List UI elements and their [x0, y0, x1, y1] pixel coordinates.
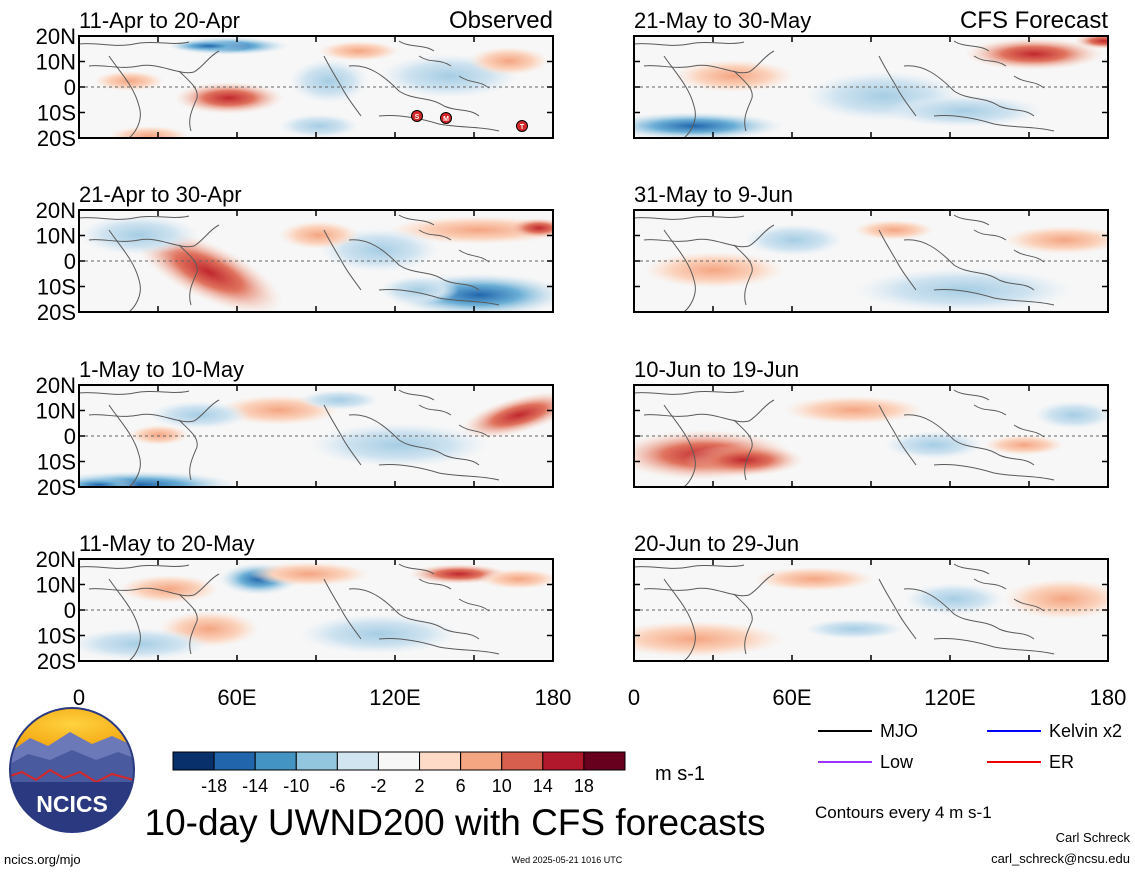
longitude-tick-label: 0	[73, 685, 85, 710]
panel-title: 10-Jun to 19-Jun	[634, 357, 799, 382]
author-email: carl_schreck@ncsu.edu	[991, 851, 1130, 866]
map-panel: 31-May to 9-Jun	[633, 182, 1109, 313]
colorbar-tick-label: 14	[533, 776, 553, 796]
legend-label: ER	[1049, 752, 1074, 772]
longitude-tick-label: 120E	[369, 685, 420, 710]
colorbar-tick-label: -14	[242, 776, 268, 796]
map-panel: 10-Jun to 19-Jun	[633, 357, 1109, 488]
latitude-tick-label: 0	[64, 249, 76, 274]
colorbar-swatch	[172, 751, 215, 771]
timestamp: Wed 2025-05-21 1016 UTC	[512, 855, 623, 865]
colorbar-swatch	[460, 751, 503, 771]
colorbar-tick-label: 2	[415, 776, 425, 796]
colorbar-tick-label: 10	[492, 776, 512, 796]
panel-title: 11-Apr to 20-Apr	[79, 8, 240, 33]
logo-text: NCICS	[36, 791, 108, 817]
colorbar-tick-label: -18	[201, 776, 227, 796]
latitude-tick-label: 20N	[36, 373, 76, 398]
colorbar-tick-label: 18	[574, 776, 594, 796]
longitude-tick-label: 0	[628, 685, 640, 710]
legend: MJO Kelvin x2 Low ER	[818, 721, 1122, 772]
latitude-tick-label: 10N	[36, 399, 76, 424]
observed-label: Observed	[449, 7, 553, 34]
latitude-tick-label: 20S	[37, 475, 76, 500]
figure-title: 10-day UWND200 with CFS forecasts	[145, 802, 766, 843]
latitude-tick-label: 10S	[37, 450, 76, 475]
latitude-tick-label: 20N	[36, 198, 76, 223]
ncics-logo: NCICS	[9, 707, 135, 833]
latitude-tick-label: 0	[64, 75, 76, 100]
longitude-tick-label: 60E	[217, 685, 256, 710]
legend-label: Low	[880, 752, 914, 772]
colorbar-swatch	[542, 751, 585, 771]
latitude-tick-label: 10N	[36, 573, 76, 598]
storm-marker: M	[440, 112, 452, 124]
latitude-tick-label: 20S	[37, 126, 76, 151]
contour-note: Contours every 4 m s-1	[815, 803, 992, 822]
latitude-tick-label: 10S	[37, 275, 76, 300]
map-panel: 20-Jun to 29-Jun	[633, 531, 1109, 662]
svg-text:M: M	[443, 116, 449, 123]
colorbar-swatch	[377, 751, 421, 771]
cfs-forecast-label: CFS Forecast	[960, 7, 1108, 34]
colorbar-tick-label: -6	[329, 776, 345, 796]
panel-title: 11-May to 20-May	[79, 531, 255, 556]
panel-title: 20-Jun to 29-Jun	[634, 531, 799, 556]
latitude-tick-label: 20S	[37, 649, 76, 674]
panel-title: 1-May to 10-May	[79, 357, 244, 382]
latitude-tick-label: 0	[64, 424, 76, 449]
colorbar-tick-label: -2	[370, 776, 386, 796]
longitude-tick-label: 60E	[772, 685, 811, 710]
panel-title: 21-Apr to 30-Apr	[79, 182, 242, 207]
colorbar-swatch	[501, 751, 544, 771]
latitude-tick-label: 10S	[37, 624, 76, 649]
legend-label: MJO	[880, 721, 918, 741]
latitude-tick-label: 10S	[37, 101, 76, 126]
latitude-tick-label: 0	[64, 598, 76, 623]
storm-marker: T	[516, 120, 528, 132]
map-panel: 21-May to 30-May	[633, 8, 1109, 139]
storm-marker: S	[411, 110, 423, 122]
colorbar-swatch	[254, 751, 297, 771]
colorbar-swatch	[295, 751, 338, 771]
svg-text:T: T	[520, 124, 525, 131]
source-url: ncics.org/mjo	[4, 852, 81, 867]
latitude-tick-label: 20N	[36, 24, 76, 49]
latitude-tick-label: 10N	[36, 50, 76, 75]
longitude-tick-label: 180	[1090, 685, 1127, 710]
colorbar: -18 -14 -10 -6 -2 2 6 10 14 18	[172, 751, 626, 796]
colorbar-swatch	[419, 751, 462, 771]
latitude-tick-label: 20N	[36, 547, 76, 572]
latitude-tick-label: 20S	[37, 300, 76, 325]
panel-title: 31-May to 9-Jun	[634, 182, 793, 207]
panel-title: 21-May to 30-May	[634, 8, 811, 33]
colorbar-tick-label: 6	[456, 776, 466, 796]
longitude-tick-labels: 0 60E 120E 180 0 60E 120E 180	[73, 685, 1126, 710]
colorbar-tick-label: -10	[283, 776, 309, 796]
svg-text:S: S	[415, 114, 420, 121]
longitude-tick-label: 120E	[924, 685, 975, 710]
colorbar-swatch	[583, 751, 626, 771]
author-name: Carl Schreck	[1056, 830, 1131, 845]
colorbar-swatch	[213, 751, 256, 771]
legend-label: Kelvin x2	[1049, 721, 1122, 741]
latitude-tick-label: 10N	[36, 224, 76, 249]
units-label: m s-1	[655, 763, 705, 785]
colorbar-swatch	[336, 751, 379, 771]
longitude-tick-label: 180	[535, 685, 572, 710]
